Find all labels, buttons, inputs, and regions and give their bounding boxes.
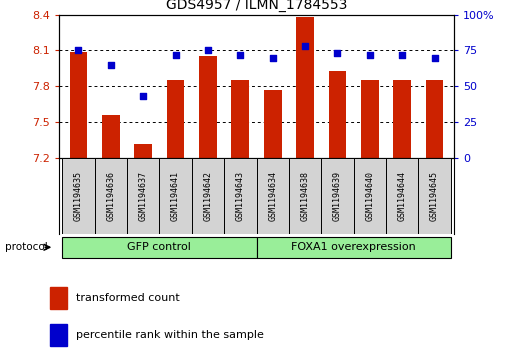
Bar <box>134 143 152 158</box>
Point <box>236 52 244 58</box>
Text: GSM1194642: GSM1194642 <box>204 171 212 221</box>
Point <box>107 62 115 68</box>
Text: GSM1194640: GSM1194640 <box>365 171 374 221</box>
Text: GSM1194641: GSM1194641 <box>171 171 180 221</box>
Bar <box>361 80 379 158</box>
FancyBboxPatch shape <box>62 158 94 234</box>
Bar <box>296 17 314 158</box>
Text: FOXA1 overexpression: FOXA1 overexpression <box>291 242 416 252</box>
FancyBboxPatch shape <box>192 158 224 234</box>
Bar <box>50 287 67 309</box>
Text: GSM1194635: GSM1194635 <box>74 171 83 221</box>
FancyBboxPatch shape <box>256 158 289 234</box>
Bar <box>426 80 443 158</box>
FancyBboxPatch shape <box>127 158 160 234</box>
Point <box>301 43 309 49</box>
Point <box>366 52 374 58</box>
Text: protocol: protocol <box>5 241 48 252</box>
Bar <box>231 80 249 158</box>
FancyBboxPatch shape <box>419 158 451 234</box>
FancyBboxPatch shape <box>256 237 451 258</box>
Bar <box>264 90 282 158</box>
Text: GSM1194634: GSM1194634 <box>268 171 277 221</box>
Text: GSM1194638: GSM1194638 <box>301 171 309 221</box>
Title: GDS4957 / ILMN_1784553: GDS4957 / ILMN_1784553 <box>166 0 347 12</box>
Bar <box>70 52 87 158</box>
Bar <box>199 56 217 158</box>
FancyBboxPatch shape <box>353 158 386 234</box>
Point <box>269 55 277 61</box>
FancyBboxPatch shape <box>321 158 353 234</box>
Bar <box>328 71 346 158</box>
Point <box>139 93 147 99</box>
Bar <box>393 80 411 158</box>
Text: GFP control: GFP control <box>127 242 191 252</box>
Text: GSM1194636: GSM1194636 <box>106 171 115 221</box>
Text: GSM1194644: GSM1194644 <box>398 171 407 221</box>
Bar <box>102 115 120 158</box>
FancyBboxPatch shape <box>224 158 256 234</box>
Bar <box>50 324 67 346</box>
Text: GSM1194645: GSM1194645 <box>430 171 439 221</box>
FancyBboxPatch shape <box>62 237 256 258</box>
Point <box>398 52 406 58</box>
Point <box>171 52 180 58</box>
Text: GSM1194639: GSM1194639 <box>333 171 342 221</box>
Bar <box>167 80 185 158</box>
FancyBboxPatch shape <box>386 158 419 234</box>
Text: transformed count: transformed count <box>76 293 180 303</box>
Text: percentile rank within the sample: percentile rank within the sample <box>76 330 264 340</box>
FancyBboxPatch shape <box>160 158 192 234</box>
FancyBboxPatch shape <box>94 158 127 234</box>
Text: GSM1194643: GSM1194643 <box>236 171 245 221</box>
Point <box>74 48 83 53</box>
FancyBboxPatch shape <box>289 158 321 234</box>
Text: GSM1194637: GSM1194637 <box>139 171 148 221</box>
Point <box>430 55 439 61</box>
Point <box>333 50 342 56</box>
Point <box>204 48 212 53</box>
